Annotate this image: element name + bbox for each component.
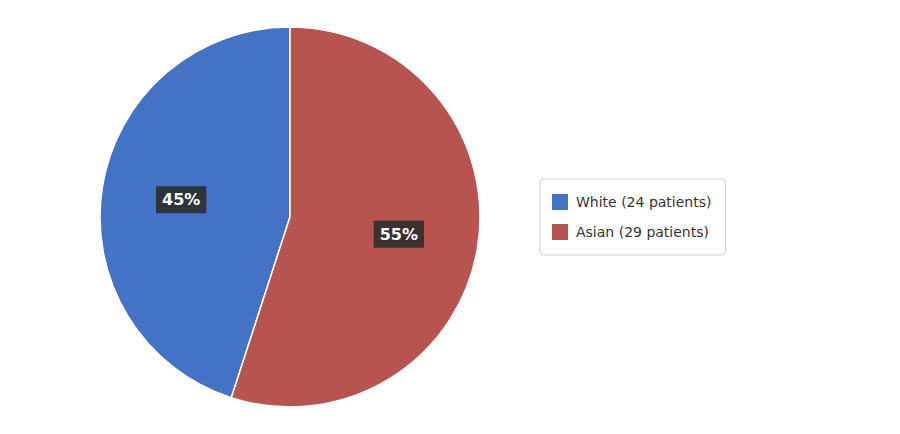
- legend-swatch: [552, 194, 568, 210]
- chart: 45% 55% White (24 patients) Asian (29 patie…: [0, 0, 900, 434]
- legend-swatch: [552, 224, 568, 240]
- data-labels: 45% 55%: [156, 186, 424, 247]
- pie: [100, 27, 480, 407]
- chart-container: 45% 55% White (24 patients) Asian (29 patie…: [0, 0, 900, 434]
- legend-frame: [540, 179, 725, 255]
- data-label-box: [156, 186, 206, 213]
- legend: White (24 patients) Asian (29 patients): [540, 179, 725, 255]
- data-label: 45%: [156, 186, 206, 213]
- data-label-text: 55%: [380, 225, 418, 244]
- data-label-box: [374, 221, 424, 248]
- data-label-text: 45%: [162, 190, 200, 209]
- pie-slice: [231, 27, 480, 407]
- legend-label: White (24 patients): [576, 194, 711, 210]
- legend-label: Asian (29 patients): [576, 224, 709, 240]
- data-label: 55%: [374, 221, 424, 248]
